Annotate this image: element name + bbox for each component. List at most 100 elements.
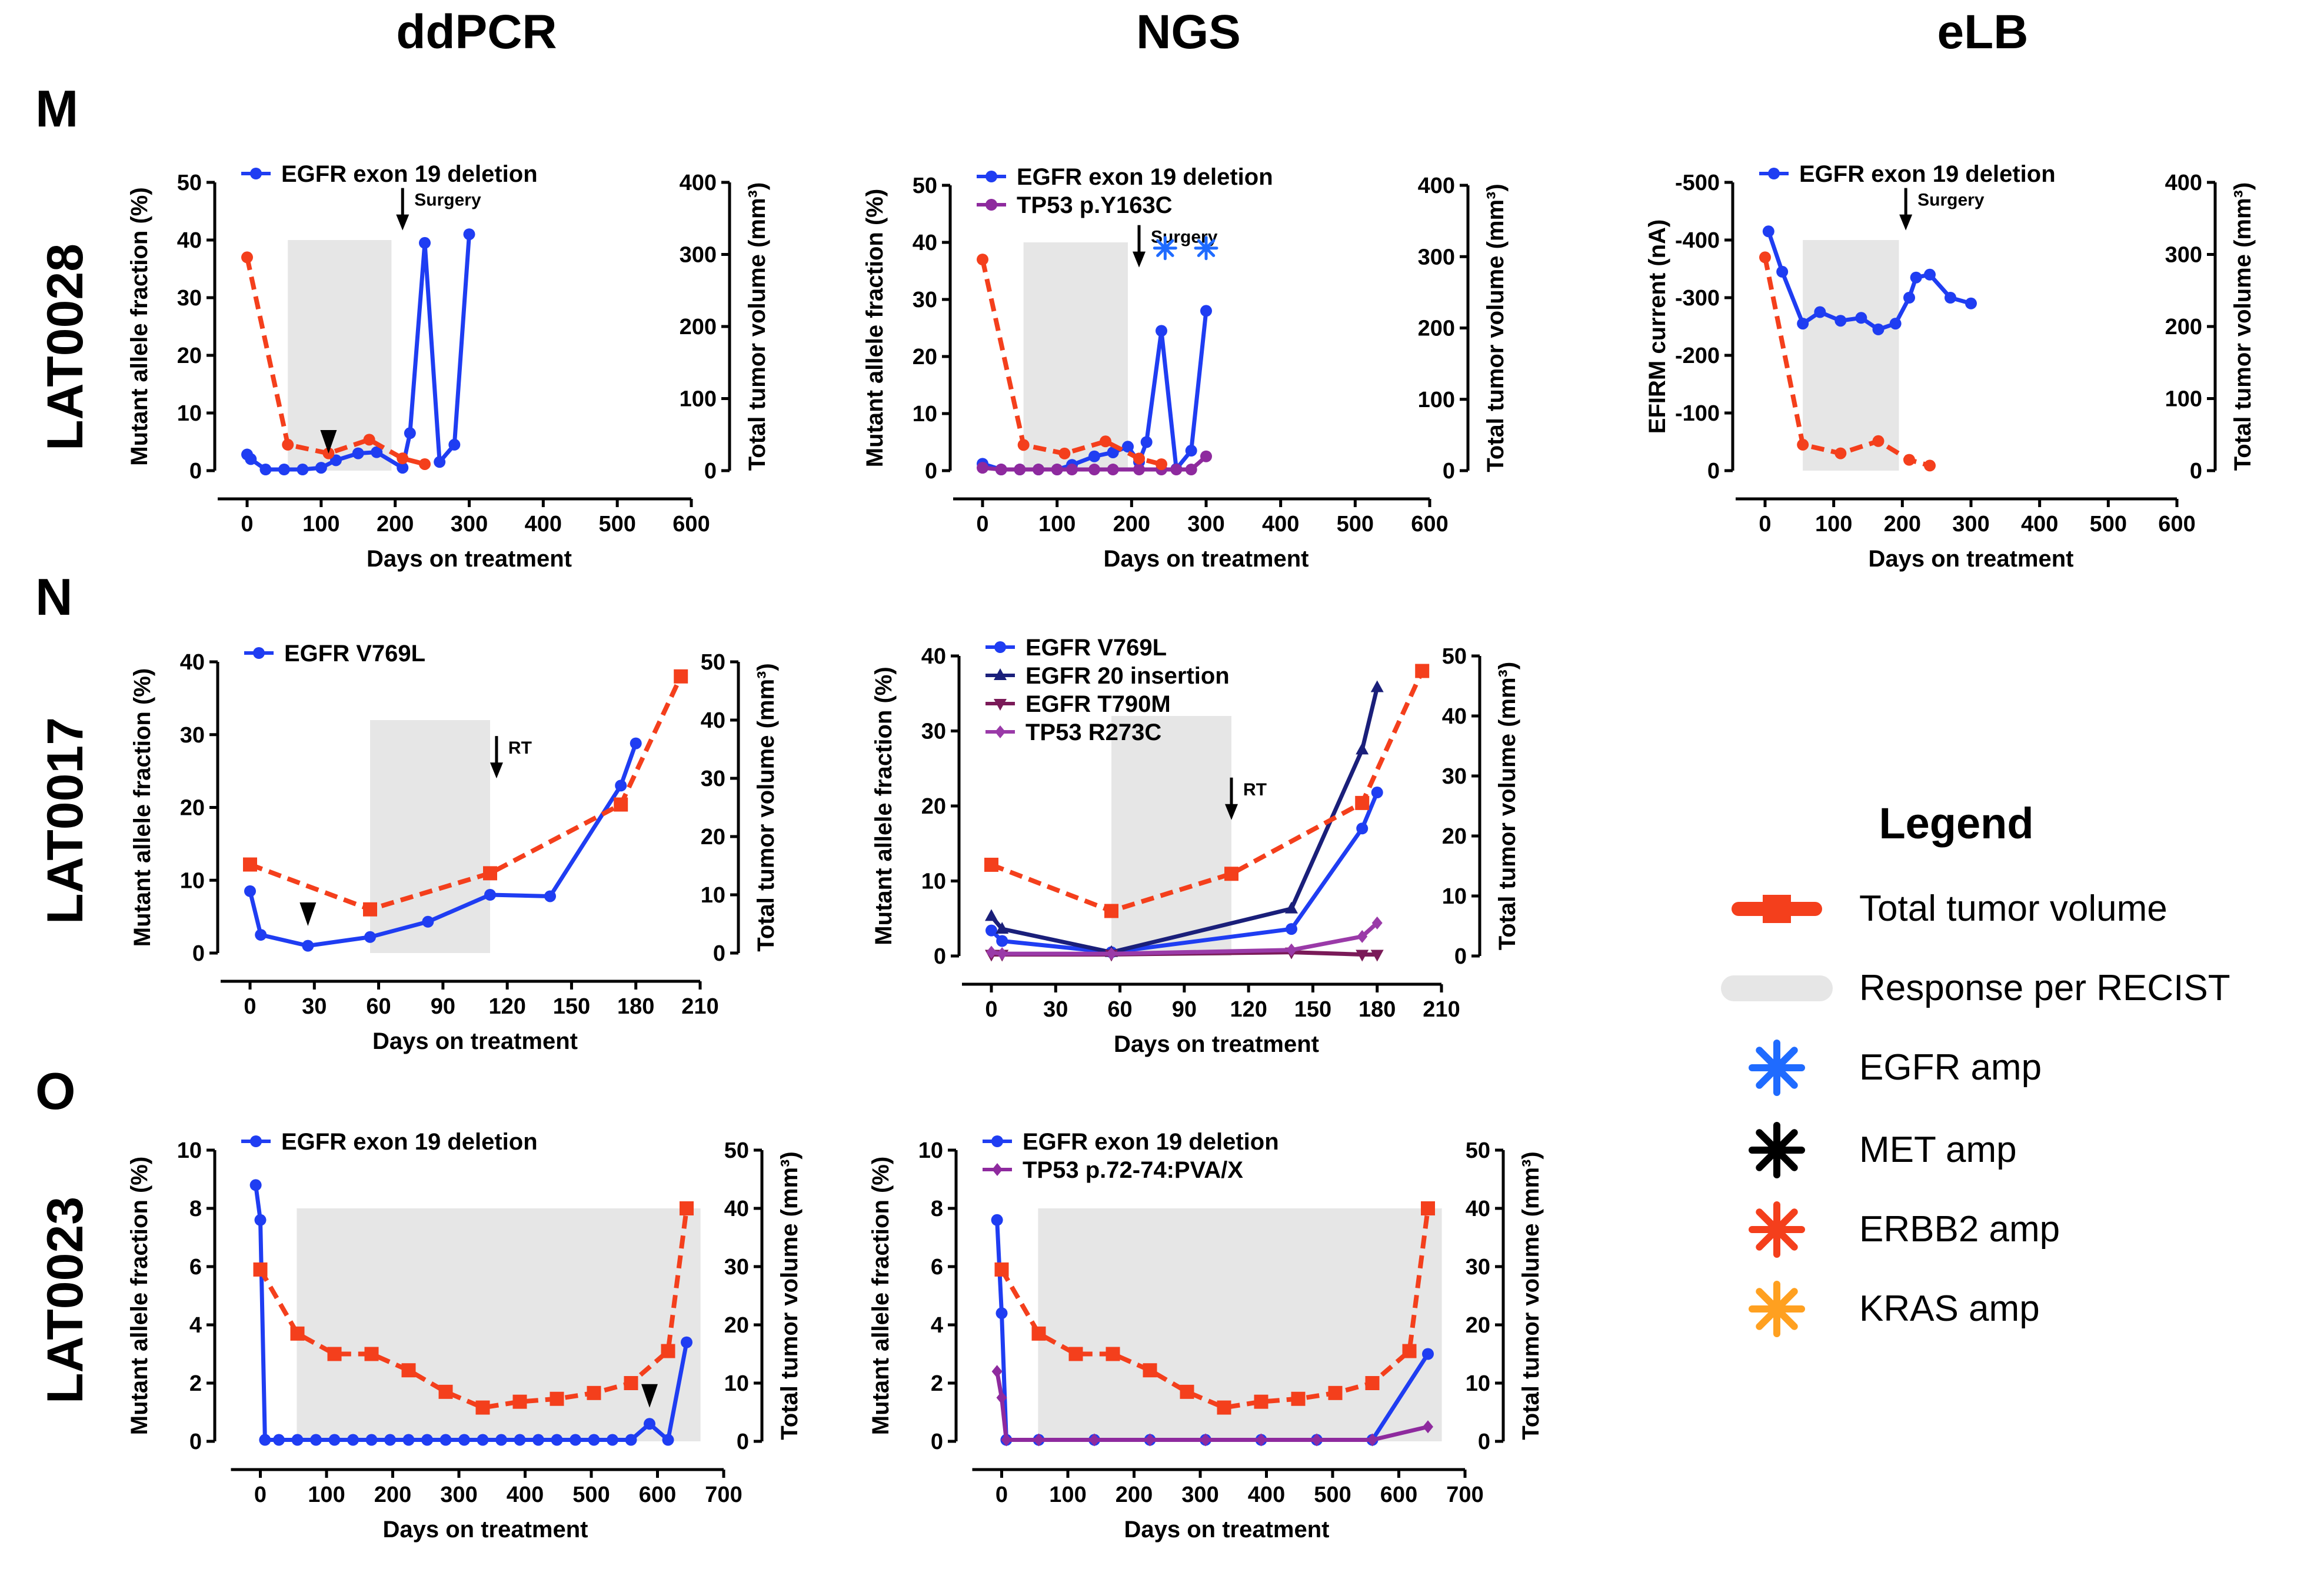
x-tick-label: 500 — [2090, 512, 2127, 537]
y-tick-label: 0 — [192, 941, 205, 966]
data-point-egfr-exon-19-deletion — [681, 1336, 692, 1348]
data-point-egfr-exon-19-deletion — [440, 1434, 452, 1446]
data-point-egfr-exon-19-deletion — [1140, 436, 1153, 448]
data-point-egfr-exon-19-deletion — [397, 462, 409, 474]
data-point-egfr-exon-19-deletion — [551, 1434, 563, 1446]
data-point-total-tumor-volume — [550, 1391, 564, 1406]
y-tick-label: 10 — [918, 1138, 943, 1163]
response-band — [1038, 1208, 1442, 1441]
x-axis-label: Days on treatment — [367, 546, 572, 572]
y-tick-label: 50 — [913, 174, 937, 198]
data-point-egfr-exon-19-deletion — [607, 1434, 618, 1446]
x-tick-label: 0 — [976, 512, 988, 537]
legend-symbol-met-amp-stroke — [1756, 1129, 1798, 1171]
row-id-lat0017: LAT0017 — [37, 717, 94, 924]
y-tick-label: 6 — [189, 1255, 202, 1280]
data-point-egfr-exon-19-deletion — [1776, 265, 1789, 278]
legend-marker-tp53-r273c — [995, 725, 1005, 738]
response-band — [1803, 240, 1899, 471]
x-tick-label: 500 — [598, 512, 635, 537]
annotation-amp-star-stroke — [1197, 239, 1216, 257]
data-point-egfr-exon-19-deletion — [1910, 271, 1922, 284]
data-point-egfr-exon-19-deletion — [1797, 318, 1809, 330]
x-axis-label: Days on treatment — [1104, 546, 1309, 572]
y2-axis-label: Total tumor volume (mm³) — [744, 182, 770, 471]
data-point-tp53-r273c — [1106, 947, 1117, 961]
data-point-egfr-exon-19-deletion — [1422, 1348, 1434, 1360]
legend-marker-egfr-t790m — [994, 699, 1007, 711]
y-tick-label: 50 — [177, 171, 202, 195]
annotation-arrow-head — [1225, 804, 1238, 820]
x-tick-label: 60 — [1107, 997, 1132, 1022]
y2-tick-label: 40 — [1466, 1197, 1490, 1221]
data-point-egfr-exon-19-deletion — [365, 1434, 378, 1446]
response-band — [1023, 242, 1128, 471]
data-point-egfr-exon-19-deletion — [1965, 297, 1977, 309]
legend-marker-tp53-p-72-74-pva-x — [992, 1163, 1003, 1176]
y2-tick-label: 200 — [680, 315, 717, 339]
annotation-triangle — [641, 1384, 658, 1408]
x-tick-label: 300 — [1187, 512, 1224, 537]
data-point-egfr-exon-19-deletion — [384, 1434, 396, 1446]
y2-tick-label: 400 — [680, 171, 717, 195]
y2-tick-label: 50 — [701, 650, 725, 675]
data-point-total-tumor-volume — [1421, 1201, 1435, 1215]
y-tick-label: 40 — [921, 644, 946, 669]
x-tick-label: 500 — [1314, 1483, 1351, 1507]
y-tick-label: -300 — [1675, 286, 1720, 311]
legend-label-tp53-p-y163c: TP53 p.Y163C — [1017, 192, 1173, 218]
legend-marker-egfr-exon-19-deletion — [250, 1135, 262, 1147]
data-point-egfr-exon-19-deletion — [1945, 292, 1956, 304]
data-point-total-tumor-volume — [243, 857, 257, 872]
legend-label-tp53-p-72-74-pva-x: TP53 p.72-74:PVA/X — [1023, 1157, 1243, 1183]
data-point-egfr-v769l — [1371, 787, 1383, 799]
data-point-egfr-exon-19-deletion — [1834, 315, 1847, 327]
data-point-tp53-p-72-74-pva-x — [1001, 1433, 1012, 1447]
data-point-egfr-20-insertion — [1356, 742, 1369, 755]
data-point-total-tumor-volume — [1872, 435, 1884, 447]
legend-symbol-erbb2-amp — [1749, 1201, 1805, 1258]
data-point-tp53-p-y163c — [1051, 464, 1063, 476]
data-point-egfr-exon-19-deletion — [291, 1434, 304, 1446]
legend-label-egfr-exon-19-deletion: EGFR exon 19 deletion — [1017, 164, 1273, 190]
x-tick-label: 500 — [572, 1483, 610, 1507]
x-tick-label: 600 — [639, 1483, 676, 1507]
y2-tick-label: 0 — [713, 941, 725, 966]
legend-label-response-per-recist: Response per RECIST — [1859, 968, 2230, 1008]
data-point-egfr-exon-19-deletion — [404, 427, 416, 439]
y-tick-label: 8 — [931, 1197, 943, 1221]
x-tick-label: 100 — [1038, 512, 1076, 537]
legend-marker-egfr-v769l — [253, 647, 265, 659]
data-point-tp53-p-72-74-pva-x — [991, 1365, 1003, 1378]
data-point-egfr-exon-19-deletion — [1762, 225, 1774, 238]
y-tick-label: 0 — [1707, 459, 1720, 484]
legend-marker-tp53-p-y163c — [985, 199, 997, 211]
data-point-egfr-exon-19-deletion — [1889, 318, 1902, 330]
y2-tick-label: 20 — [701, 825, 725, 850]
data-point-egfr-exon-19-deletion — [419, 236, 431, 249]
y2-tick-label: 50 — [1466, 1138, 1490, 1163]
data-point-total-tumor-volume — [977, 254, 988, 266]
annotation-amp-star-stroke — [1156, 239, 1174, 257]
data-point-total-tumor-volume — [1133, 452, 1145, 465]
y2-tick-label: 0 — [704, 459, 717, 484]
data-point-egfr-exon-19-deletion — [448, 438, 461, 451]
data-point-total-tumor-volume — [661, 1344, 675, 1358]
data-point-total-tumor-volume — [1291, 1391, 1306, 1406]
data-point-egfr-exon-19-deletion — [514, 1434, 526, 1446]
data-point-total-tumor-volume — [438, 1384, 453, 1399]
legend-label-erbb2-amp: ERBB2 amp — [1859, 1209, 2060, 1250]
data-point-total-tumor-volume — [241, 251, 253, 264]
legend-marker-egfr-exon-19-deletion — [991, 1135, 1003, 1147]
x-tick-label: 0 — [1759, 512, 1771, 537]
data-point-total-tumor-volume — [327, 1347, 342, 1361]
data-point-tp53-p-y163c — [1185, 464, 1197, 476]
legend-label-egfr-v769l: EGFR V769L — [1026, 635, 1167, 661]
data-point-egfr-v769l — [364, 931, 376, 943]
x-tick-label: 200 — [374, 1483, 411, 1507]
y2-tick-label: 40 — [724, 1197, 749, 1221]
y-tick-label: 10 — [913, 402, 937, 427]
data-point-tp53-p-72-74-pva-x — [1089, 1433, 1100, 1447]
data-point-egfr-v769l — [630, 737, 642, 749]
